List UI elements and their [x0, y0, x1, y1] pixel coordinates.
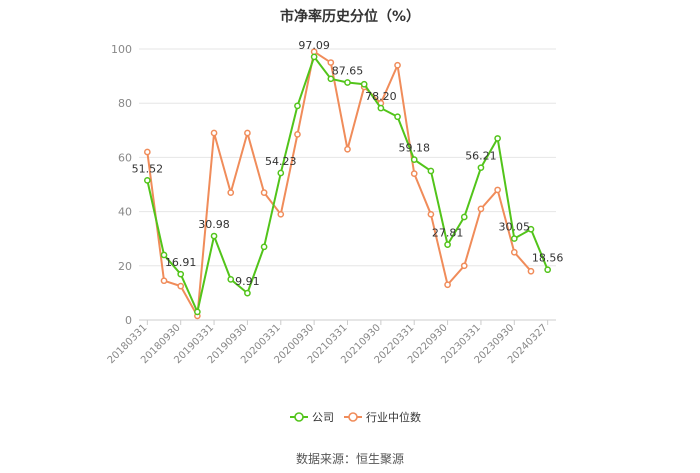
- data-point-company: [210, 232, 218, 240]
- y-tick-label: 0: [125, 314, 132, 327]
- data-point-company: [327, 75, 335, 83]
- data-point-company: [277, 169, 285, 177]
- series-line-company: [146, 55, 549, 313]
- data-point-industry-median: [510, 248, 518, 256]
- data-point-company: [544, 266, 552, 274]
- data-point-industry-median: [160, 277, 168, 285]
- data-point-company: [160, 251, 168, 259]
- data-point-industry-median: [444, 281, 451, 289]
- data-point-company: [260, 243, 268, 251]
- data-point-company: [310, 53, 318, 61]
- data-point-company: [360, 80, 368, 88]
- data-point-industry-median: [177, 282, 185, 290]
- data-label: 30.98: [198, 218, 230, 231]
- line-chart: 0204060801002018033120180930201903312019…: [106, 39, 564, 424]
- data-point-industry-median: [344, 145, 351, 153]
- legend-label-company: 公司: [312, 411, 334, 424]
- data-label: 9.91: [235, 275, 260, 288]
- data-point-industry-median: [394, 61, 401, 69]
- legend-marker-industry-median: [348, 412, 358, 422]
- data-point-industry-median: [460, 262, 468, 270]
- data-label: 56.21: [465, 150, 497, 163]
- data-point-industry-median: [210, 129, 218, 137]
- data-point-company: [527, 225, 535, 233]
- data-label: 78.20: [365, 90, 397, 103]
- data-point-company: [377, 104, 385, 112]
- data-label: 27.81: [432, 227, 464, 240]
- data-label: 51.52: [132, 162, 164, 175]
- data-point-industry-median: [244, 129, 251, 137]
- data-point-industry-median: [277, 210, 285, 218]
- data-point-company: [177, 270, 185, 278]
- data-point-industry-median: [527, 267, 535, 275]
- data-point-company: [294, 102, 301, 110]
- y-tick-label: 80: [118, 97, 132, 110]
- data-label: 87.65: [332, 64, 364, 77]
- data-point-industry-median: [260, 189, 268, 196]
- data-point-industry-median: [477, 205, 485, 213]
- data-label: 59.18: [398, 142, 430, 155]
- data-point-company: [444, 241, 451, 248]
- data-point-industry-median: [494, 186, 501, 194]
- data-point-company: [194, 308, 201, 316]
- data-point-industry-median: [427, 210, 435, 218]
- data-point-company: [244, 289, 251, 297]
- y-tick-label: 40: [118, 206, 132, 219]
- data-point-industry-median: [143, 148, 151, 156]
- chart-title: 市净率历史分位（%）: [279, 9, 421, 25]
- data-label: 54.23: [265, 155, 297, 168]
- legend-label-industry-median: 行业中位数: [366, 410, 421, 424]
- data-point-company: [477, 164, 485, 172]
- data-point-company: [510, 235, 518, 242]
- data-label: 18.56: [532, 252, 564, 265]
- data-point-company: [143, 177, 151, 184]
- data-source: 数据来源：恒生聚源: [295, 452, 404, 466]
- data-point-company: [460, 213, 468, 221]
- data-point-industry-median: [410, 170, 418, 178]
- data-point-industry-median: [227, 189, 235, 196]
- data-point-company: [427, 167, 435, 175]
- y-tick-label: 100: [111, 43, 132, 56]
- data-point-industry-median: [294, 131, 301, 138]
- y-tick-label: 20: [118, 260, 132, 273]
- data-point-company: [410, 156, 418, 163]
- data-point-company: [394, 113, 401, 121]
- data-point-company: [227, 276, 235, 283]
- data-label: 97.09: [298, 39, 330, 52]
- data-label: 30.05: [499, 221, 531, 234]
- y-tick-label: 60: [118, 151, 132, 164]
- legend-marker-company: [294, 412, 304, 422]
- data-point-industry-median: [327, 59, 335, 66]
- series-line-industry-median: [146, 50, 532, 317]
- data-point-company: [344, 79, 351, 86]
- data-label: 16.91: [165, 256, 197, 269]
- data-point-company: [494, 135, 501, 142]
